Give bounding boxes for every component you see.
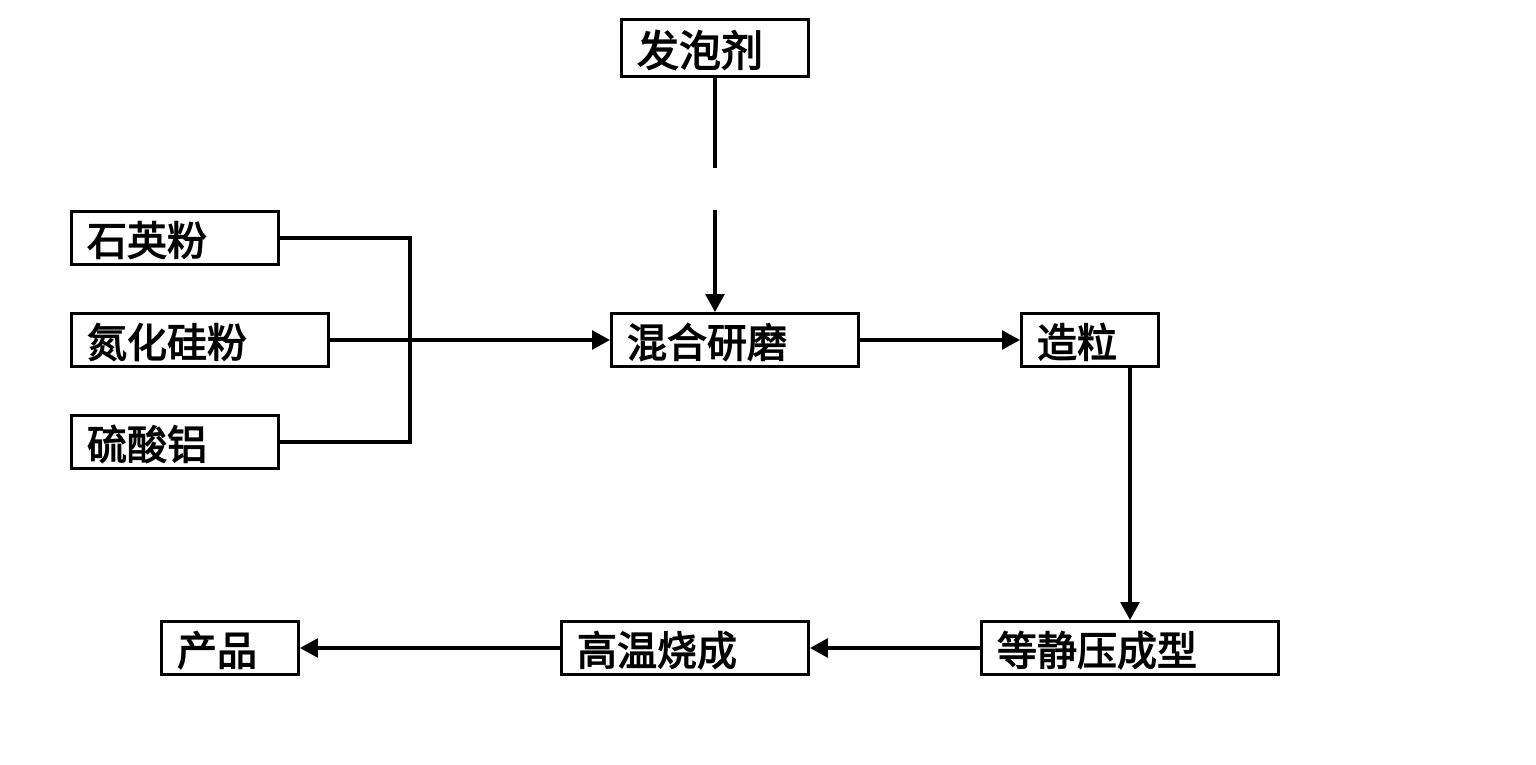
edge-si3n4-stub <box>330 338 412 342</box>
edge-quartz-stub <box>280 236 412 240</box>
edge-alum-stub <box>280 440 412 444</box>
edge-foaming-to-mix-seg2 <box>713 210 717 294</box>
node-alum-sulfate: 硫酸铝 <box>70 414 280 470</box>
edge-inputs-to-mix <box>412 338 592 342</box>
node-label: 造粒 <box>1037 311 1117 369</box>
node-label: 产品 <box>177 619 257 677</box>
node-product: 产品 <box>160 620 300 676</box>
node-label: 氮化硅粉 <box>87 311 247 369</box>
node-fire: 高温烧成 <box>560 620 810 676</box>
node-si3n4-powder: 氮化硅粉 <box>70 312 330 368</box>
node-granulate: 造粒 <box>1020 312 1160 368</box>
edge-mix-to-granulate <box>860 338 1002 342</box>
node-quartz-powder: 石英粉 <box>70 210 280 266</box>
node-label: 高温烧成 <box>577 619 737 677</box>
edge-foaming-to-mix-seg1 <box>713 78 717 168</box>
node-label: 发泡剂 <box>637 18 763 79</box>
edge-inputs-to-mix-head <box>592 330 610 350</box>
edge-isopress-to-fire <box>828 646 980 650</box>
node-label: 石英粉 <box>87 209 207 267</box>
edge-fire-to-product <box>318 646 560 650</box>
node-label: 等静压成型 <box>997 619 1197 677</box>
node-foaming-agent: 发泡剂 <box>620 18 810 78</box>
edge-fire-to-product-head <box>300 638 318 658</box>
edge-mix-to-granulate-head <box>1002 330 1020 350</box>
edge-foaming-to-mix-head <box>705 294 725 312</box>
node-label: 混合研磨 <box>627 311 787 369</box>
node-mix-grind: 混合研磨 <box>610 312 860 368</box>
edge-granulate-to-isopress <box>1128 368 1132 602</box>
edge-isopress-to-fire-head <box>810 638 828 658</box>
node-label: 硫酸铝 <box>87 413 207 471</box>
edge-granulate-to-isopress-head <box>1120 602 1140 620</box>
node-isopress: 等静压成型 <box>980 620 1280 676</box>
